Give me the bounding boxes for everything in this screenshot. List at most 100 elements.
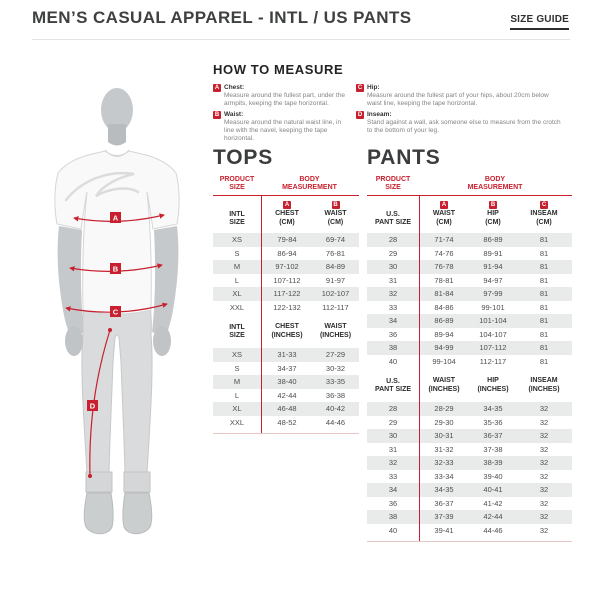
inseam-cell: 81 <box>539 262 549 272</box>
col-unit: (CM) <box>485 219 501 226</box>
inseam-cell: 32 <box>539 458 549 468</box>
size-cell: 30 <box>388 262 398 272</box>
tops-inches-rows: XS 31-33 27-29 S 34-37 30-32 M 38-40 33-… <box>213 348 359 429</box>
col-letter-badge: A <box>440 201 448 209</box>
chest-cell: 107-112 <box>273 275 301 285</box>
table-row: XXL 48-52 44-46 <box>213 416 359 430</box>
waist-cell: 112-117 <box>322 302 349 312</box>
figure-hand-right <box>153 326 171 356</box>
size-cell: XL <box>232 404 242 414</box>
waist-cell: 102-107 <box>321 289 350 299</box>
col-letter-badge: C <box>540 201 548 209</box>
col-name: WAIST <box>324 210 347 217</box>
hip-cell: 99-101 <box>481 302 505 312</box>
size-cell: 29 <box>388 248 398 258</box>
measure-letter-badge: D <box>356 111 364 119</box>
waist-cell: 86-89 <box>434 316 454 326</box>
waist-inches-column-header: WAIST (INCHES) <box>419 377 469 394</box>
size-cell: 40 <box>388 525 398 535</box>
waist-cell: 34-35 <box>434 485 454 495</box>
table-row: 31 78-81 94-97 81 <box>367 274 572 288</box>
hip-cell: 89-91 <box>483 248 503 258</box>
mannequin-figure: A B C D <box>54 88 180 535</box>
product-size-header: PRODUCT SIZE <box>375 176 411 191</box>
col-name: WAIST <box>324 323 347 330</box>
waist-cm-column-header: B WAIST (CM) <box>313 201 358 227</box>
pants-cm-subheader: U.S. PANT SIZE A WAIST (CM) B HIP (CM) C… <box>367 196 572 233</box>
table-row: 31 31-32 37-38 32 <box>367 443 572 457</box>
table-row: M 38-40 33-35 <box>213 375 359 389</box>
inseam-cell: 32 <box>539 431 549 441</box>
size-cell: 28 <box>388 404 398 414</box>
waist-cell: 33-34 <box>434 471 454 481</box>
figure-shoe-right <box>122 492 153 535</box>
how-to-measure-title: HOW TO MEASURE <box>213 62 344 77</box>
pants-cm-rows: 28 71-74 86-89 81 29 74-76 89-91 81 30 <box>367 233 572 368</box>
size-cell: 32 <box>388 289 398 299</box>
size-cell: L <box>234 275 240 285</box>
waist-cell: 94-99 <box>434 343 454 353</box>
waist-cell: 28-29 <box>434 404 454 414</box>
tops-table: PRODUCT SIZE BODY MEASUREMENT INTL SIZE … <box>213 176 359 434</box>
col-unit: (INCHES) <box>319 332 352 339</box>
table-row: S 86-94 76-81 <box>213 247 359 261</box>
hip-cell: 34-35 <box>483 404 503 414</box>
chest-cell: 38-40 <box>277 377 297 387</box>
table-row: 30 76-78 91-94 81 <box>367 260 572 274</box>
measure-item: C Hip: Measure around the fullest part o… <box>356 84 561 108</box>
waist-cell: 84-89 <box>325 262 346 272</box>
table-row: 30 30-31 36-37 32 <box>367 429 572 443</box>
size-cell: XXL <box>229 302 245 312</box>
measure-item: D Inseam: Stand against a wall, ask some… <box>356 111 561 143</box>
waist-cell: 36-37 <box>434 498 454 508</box>
tops-section: TOPS PRODUCT SIZE BODY MEASUREMENT INTL … <box>213 146 359 434</box>
table-row: L 42-44 36-38 <box>213 389 359 403</box>
size-cell: 38 <box>388 343 398 353</box>
size-cell: 36 <box>388 329 398 339</box>
waist-cell: 84-86 <box>434 302 454 312</box>
figure-marker-d: D <box>90 402 96 411</box>
waist-cell: 33-35 <box>325 377 346 387</box>
waist-cell: 76-78 <box>434 262 454 272</box>
size-column-header: INTL SIZE <box>229 324 245 339</box>
measure-line-hip: C <box>65 302 168 317</box>
size-cell: 31 <box>388 275 398 285</box>
inseam-cell: 81 <box>539 275 549 285</box>
col-unit: (CM) <box>436 219 452 226</box>
table-row: 29 74-76 89-91 81 <box>367 247 572 261</box>
figure-marker-c: C <box>113 308 119 317</box>
how-to-measure-section: HOW TO MEASURE A Chest: Measure around t… <box>213 62 591 143</box>
col-letter-badge: A <box>283 201 291 209</box>
table-row: 38 94-99 107-112 81 <box>367 341 572 355</box>
table-row: 38 37-39 42-44 32 <box>367 510 572 524</box>
size-cell: 34 <box>388 316 398 326</box>
figure-pants <box>81 301 153 474</box>
chest-cell: 31-33 <box>277 350 297 360</box>
waist-cell: 71-74 <box>434 235 454 245</box>
size-cell: 28 <box>388 235 398 245</box>
chest-cell: 86-94 <box>277 248 297 258</box>
chest-inches-column-header: CHEST (INCHES) <box>261 323 313 340</box>
figure-marker-b: B <box>113 265 119 274</box>
figure-collar <box>104 149 130 157</box>
size-column-header: INTL SIZE <box>229 211 245 226</box>
col-unit: (INCHES) <box>428 386 460 393</box>
measure-description: Measure around the fullest part, under t… <box>224 92 346 107</box>
hip-cell: 40-41 <box>483 485 503 495</box>
size-cell: 40 <box>388 356 398 366</box>
hip-cm-column-header: B HIP (CM) <box>469 201 517 227</box>
measure-label: Waist: <box>224 111 244 118</box>
chest-cell: 117-122 <box>273 289 301 299</box>
table-row: 34 86-89 101-104 81 <box>367 314 572 328</box>
waist-cell: 74-76 <box>434 248 454 258</box>
size-cell: 29 <box>388 417 398 427</box>
size-guide-link[interactable]: SIZE GUIDE <box>510 14 569 30</box>
col-unit: (CM) <box>327 219 344 226</box>
page-title: MEN’S CASUAL APPAREL - INTL / US PANTS <box>32 8 412 27</box>
waist-cell: 89-94 <box>434 329 454 339</box>
table-row: 32 81-84 97-99 81 <box>367 287 572 301</box>
col-unit: (CM) <box>536 219 552 226</box>
waist-cell: 81-84 <box>434 289 454 299</box>
col-name: HIP <box>487 210 499 217</box>
inseam-cell: 32 <box>539 444 549 454</box>
